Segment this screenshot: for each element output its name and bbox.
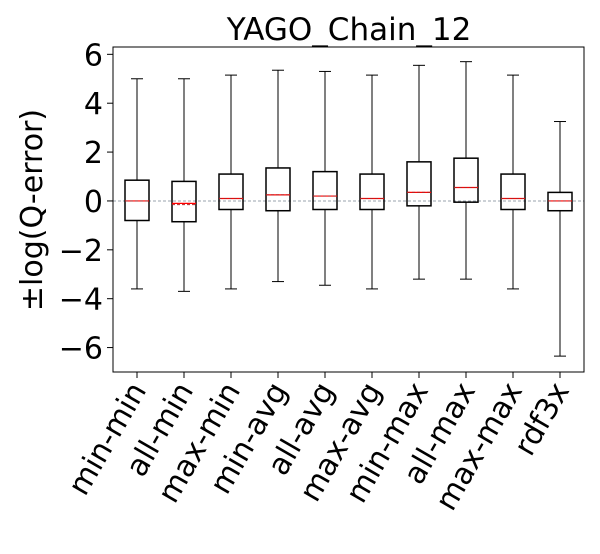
box-max-avg xyxy=(359,74,385,290)
iqr-box xyxy=(406,161,432,207)
iqr-box xyxy=(312,170,338,211)
iqr-box xyxy=(171,180,197,223)
box-all-max xyxy=(453,61,479,280)
y-tick-label: 6 xyxy=(84,38,103,73)
box-rdf3x xyxy=(547,121,573,357)
iqr-box xyxy=(500,173,526,211)
box-max-min xyxy=(218,74,244,290)
chart-title: YAGO_Chain_12 xyxy=(226,12,472,48)
box-max-max xyxy=(500,74,526,290)
y-tick-label: −6 xyxy=(59,332,103,367)
iqr-box xyxy=(218,173,244,211)
iqr-box xyxy=(265,167,291,212)
y-tick-label: −4 xyxy=(59,283,103,318)
box-min-max xyxy=(406,64,432,280)
box-min-min xyxy=(124,78,150,290)
plot-area: −6−4−20246min-minall-minmax-minmin-avgal… xyxy=(59,38,585,517)
box-min-avg xyxy=(265,69,291,283)
y-tick-label: 2 xyxy=(84,136,103,171)
box-all-min xyxy=(171,78,197,292)
iqr-box xyxy=(124,179,150,222)
box-all-avg xyxy=(312,70,338,286)
iqr-box xyxy=(453,157,479,203)
y-tick-label: 0 xyxy=(84,185,103,220)
plot-frame xyxy=(112,46,585,373)
y-tick-label: 4 xyxy=(84,87,103,122)
y-axis-label: ±log(Q-error) xyxy=(15,109,50,311)
iqr-box xyxy=(359,173,385,211)
y-tick-label: −2 xyxy=(59,234,103,269)
iqr-box xyxy=(547,191,573,212)
